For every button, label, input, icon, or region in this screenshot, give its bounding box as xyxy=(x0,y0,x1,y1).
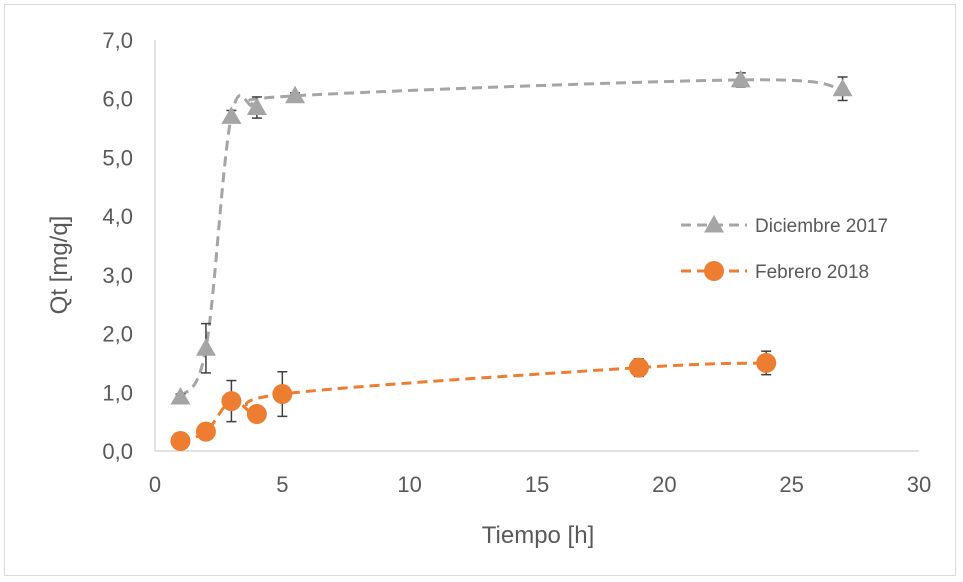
series-1 xyxy=(170,69,853,405)
data-point xyxy=(221,391,242,412)
y-tick-label: 3,0 xyxy=(102,263,133,288)
series-line xyxy=(179,361,767,443)
x-tick-label: 25 xyxy=(779,472,803,497)
legend: Diciembre 2017 Febrero 2018 xyxy=(681,215,888,283)
x-tick-label: 20 xyxy=(652,472,676,497)
y-tick-label: 2,0 xyxy=(102,322,133,347)
data-point xyxy=(246,404,267,425)
data-point xyxy=(170,431,191,452)
data-point xyxy=(170,386,191,405)
y-tick-label: 0,0 xyxy=(102,439,133,464)
y-tick-labels: 0,0 1,0 2,0 3,0 4,0 5,0 6,0 7,0 xyxy=(102,28,133,464)
x-tick-label: 5 xyxy=(276,472,288,497)
x-tick-labels: 0 5 10 15 20 25 30 xyxy=(149,472,931,497)
x-tick-label: 10 xyxy=(397,472,421,497)
y-axis-label: Qt [mg/q] xyxy=(46,216,73,315)
legend-marker xyxy=(704,215,724,233)
data-point xyxy=(285,85,306,104)
legend-label: Diciembre 2017 xyxy=(755,216,888,237)
x-tick-label: 15 xyxy=(525,472,549,497)
series-layer xyxy=(170,69,853,452)
y-tick-label: 1,0 xyxy=(102,380,133,405)
axes xyxy=(154,40,919,452)
legend-item: Febrero 2018 xyxy=(681,261,869,283)
x-tick-label: 30 xyxy=(907,472,931,497)
data-point xyxy=(221,106,242,124)
data-point xyxy=(756,352,777,373)
chart-frame: 0 5 10 15 20 25 30 0,0 1,0 2,0 3,0 4,0 5,0 6,0 7,0 Ti… xyxy=(4,4,956,576)
y-tick-label: 6,0 xyxy=(102,87,133,112)
data-point xyxy=(832,78,853,97)
data-point xyxy=(272,384,293,405)
data-point xyxy=(246,97,267,116)
line-chart: 0 5 10 15 20 25 30 0,0 1,0 2,0 3,0 4,0 5,0 6,0 7,0 Ti… xyxy=(46,28,931,549)
x-tick-label: 0 xyxy=(149,472,161,497)
data-point xyxy=(730,69,751,88)
y-tick-label: 7,0 xyxy=(102,28,133,53)
legend-item: Diciembre 2017 xyxy=(681,215,888,237)
x-axis-label: Tiempo [h] xyxy=(482,522,595,549)
data-point xyxy=(195,338,216,356)
y-tick-label: 5,0 xyxy=(102,145,133,170)
data-point xyxy=(628,357,649,378)
series-line xyxy=(179,78,843,398)
series-2 xyxy=(170,350,777,452)
legend-label: Febrero 2018 xyxy=(755,262,869,283)
y-tick-label: 4,0 xyxy=(102,204,133,229)
data-point xyxy=(195,421,216,442)
legend-marker xyxy=(704,261,724,281)
